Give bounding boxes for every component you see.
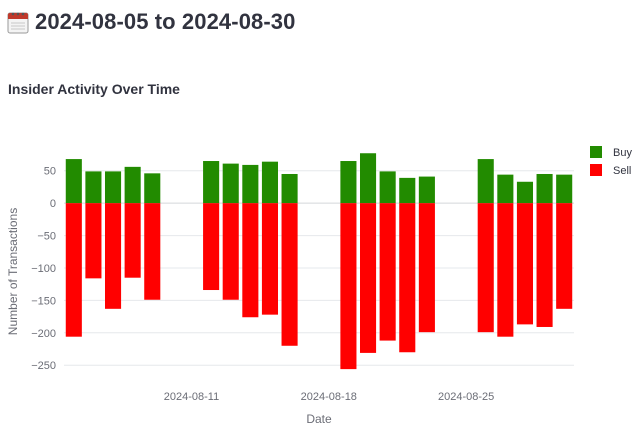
page-title: 2024-08-05 to 2024-08-30 bbox=[35, 9, 296, 34]
buy-bar bbox=[242, 164, 259, 204]
buy-bar bbox=[144, 173, 161, 204]
buy-bar bbox=[399, 177, 416, 204]
sell-bar bbox=[497, 203, 514, 337]
buy-bar bbox=[477, 159, 494, 204]
y-axis-title: Number of Transactions bbox=[6, 208, 20, 335]
buy-bar bbox=[497, 174, 514, 204]
y-tick-label: 0 bbox=[50, 198, 56, 210]
sell-bar bbox=[340, 203, 357, 370]
legend-swatch-buy bbox=[590, 146, 602, 158]
x-axis-title: Date bbox=[306, 412, 332, 426]
x-tick-label: 2024-08-11 bbox=[164, 391, 219, 403]
buy-bar bbox=[124, 166, 141, 204]
buy-bar bbox=[85, 171, 102, 204]
buy-bar bbox=[65, 159, 82, 204]
sell-bar bbox=[281, 203, 298, 346]
y-tick-label: −100 bbox=[31, 263, 56, 275]
sell-bar bbox=[516, 203, 534, 325]
buy-bar bbox=[340, 161, 357, 204]
sell-bar bbox=[261, 203, 279, 315]
sell-bar bbox=[144, 203, 161, 300]
sell-bar bbox=[104, 203, 122, 309]
sell-bar bbox=[203, 203, 220, 291]
sell-bar bbox=[359, 203, 377, 353]
buy-bar bbox=[379, 171, 396, 204]
y-tick-label: −200 bbox=[31, 328, 56, 340]
sell-bar bbox=[536, 203, 553, 327]
buy-bar bbox=[536, 173, 553, 204]
sell-bar bbox=[85, 203, 102, 279]
sell-bar bbox=[477, 203, 494, 333]
legend-label-sell: Sell bbox=[613, 165, 631, 177]
sell-bar bbox=[556, 203, 573, 309]
y-tick-label: −250 bbox=[31, 360, 56, 372]
x-tick-label: 2024-08-18 bbox=[301, 391, 357, 403]
y-tick-label: −150 bbox=[31, 295, 56, 307]
sell-bar bbox=[65, 203, 82, 337]
buy-bar bbox=[281, 173, 298, 204]
calendar-icon bbox=[7, 10, 29, 34]
y-tick-label: 50 bbox=[44, 166, 56, 178]
sell-bar bbox=[124, 203, 141, 278]
sell-bar bbox=[222, 203, 239, 300]
buy-bar bbox=[104, 171, 122, 204]
sell-bar bbox=[379, 203, 396, 341]
sell-bar bbox=[399, 203, 416, 353]
buy-bar bbox=[418, 176, 435, 204]
buy-bar bbox=[516, 181, 534, 204]
x-tick-label: 2024-08-25 bbox=[438, 391, 494, 403]
legend-swatch-sell bbox=[590, 164, 602, 176]
page-header: 2024-08-05 to 2024-08-30 bbox=[7, 6, 295, 38]
buy-bar bbox=[359, 153, 377, 204]
buy-bar bbox=[222, 163, 239, 204]
chart-title: Insider Activity Over Time bbox=[8, 81, 180, 97]
sell-bar bbox=[242, 203, 259, 318]
buy-bar bbox=[203, 161, 220, 204]
buy-bar bbox=[261, 161, 279, 204]
y-tick-label: −50 bbox=[37, 231, 56, 243]
sell-bar bbox=[418, 203, 435, 333]
buy-bar bbox=[556, 174, 573, 204]
legend-label-buy: Buy bbox=[613, 147, 632, 159]
